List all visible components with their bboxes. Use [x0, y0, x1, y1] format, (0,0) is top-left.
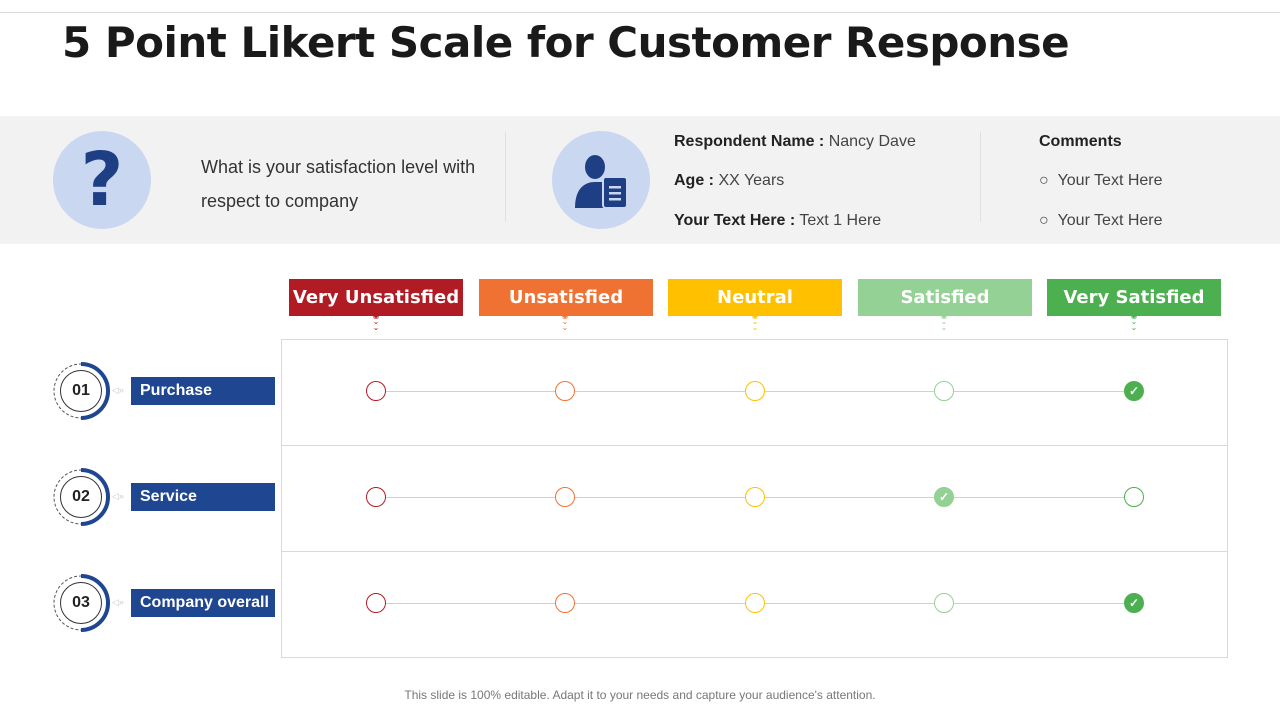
rating-option[interactable]: [555, 593, 575, 613]
scale-header: Very Satisfied: [1047, 279, 1221, 316]
row-label: Company overall: [131, 589, 275, 617]
comment-item: ○ Your Text Here: [1039, 212, 1163, 229]
rating-option[interactable]: [366, 593, 386, 613]
pin-arrow-icon: ◉ ⌄ ⌄: [1130, 311, 1138, 332]
row-label: Purchase: [131, 377, 275, 405]
rating-option[interactable]: [555, 381, 575, 401]
scale-header: Neutral: [668, 279, 842, 316]
divider: [505, 132, 506, 222]
selected-option-check-icon[interactable]: ✓: [1124, 381, 1144, 401]
page-title: 5 Point Likert Scale for Customer Respon…: [62, 18, 1070, 67]
row-number-badge: 03: [52, 574, 110, 632]
pin-arrow-icon: ◉ ⌄ ⌄: [751, 311, 759, 332]
comment-item: ○ Your Text Here: [1039, 172, 1163, 189]
rating-option[interactable]: [745, 593, 765, 613]
rating-option[interactable]: [1124, 487, 1144, 507]
footer-note: This slide is 100% editable. Adapt it to…: [404, 688, 876, 702]
scale-header: Very Unsatisfied: [289, 279, 463, 316]
question-mark-icon: ?: [53, 131, 151, 229]
scale-header: Unsatisfied: [479, 279, 653, 316]
rating-option[interactable]: [745, 381, 765, 401]
rating-option[interactable]: [934, 593, 954, 613]
respondent-name: Respondent Name : Nancy Dave: [674, 133, 916, 150]
top-divider: [0, 12, 1280, 13]
respondent-extra: Your Text Here : Text 1 Here: [674, 212, 882, 229]
divider: [980, 132, 981, 222]
row-number-badge: 01: [52, 362, 110, 420]
comments-title: Comments: [1039, 133, 1122, 150]
question-text: What is your satisfaction level with res…: [201, 157, 476, 211]
selected-option-check-icon[interactable]: ✓: [1124, 593, 1144, 613]
scale-header: Satisfied: [858, 279, 1032, 316]
rating-option[interactable]: [555, 487, 575, 507]
rating-option[interactable]: [366, 487, 386, 507]
row-divider: [281, 445, 1228, 446]
chevron-icon: ◁»: [112, 491, 124, 501]
pin-arrow-icon: ◉ ⌄ ⌄: [940, 311, 948, 332]
pin-arrow-icon: ◉ ⌄ ⌄: [561, 311, 569, 332]
pin-arrow-icon: ◉ ⌄ ⌄: [372, 311, 380, 332]
rating-option[interactable]: [934, 381, 954, 401]
selected-option-check-icon[interactable]: ✓: [934, 487, 954, 507]
row-number-badge: 02: [52, 468, 110, 526]
chevron-icon: ◁»: [112, 597, 124, 607]
likert-table: [281, 339, 1228, 658]
rating-option[interactable]: [745, 487, 765, 507]
user-document-icon: [552, 131, 650, 229]
respondent-age: Age : XX Years: [674, 172, 785, 189]
rating-option[interactable]: [366, 381, 386, 401]
chevron-icon: ◁»: [112, 385, 124, 395]
row-label: Service: [131, 483, 275, 511]
row-divider: [281, 551, 1228, 552]
